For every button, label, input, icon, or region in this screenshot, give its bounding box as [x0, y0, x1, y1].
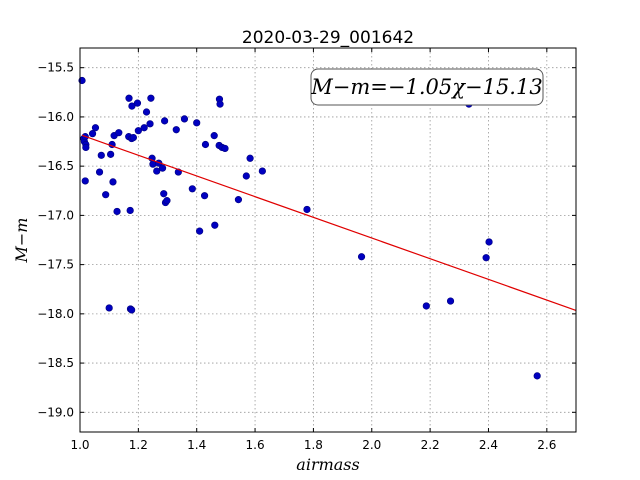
data-point	[102, 191, 110, 199]
x-axis-ticks: 1.0 1.2 1.4 1.6 1.8 2.0 2.2 2.4 2.6	[70, 48, 556, 452]
x-tick-label: 1.6	[246, 438, 265, 452]
data-point	[482, 254, 490, 262]
data-point	[163, 197, 171, 205]
data-point	[246, 154, 254, 162]
data-point	[193, 119, 201, 127]
data-point	[146, 120, 154, 128]
annotation-box	[310, 68, 544, 106]
y-tick-label: −18.5	[37, 356, 74, 370]
data-point	[134, 127, 142, 135]
data-point	[160, 190, 168, 198]
y-tick-label: −16.0	[37, 110, 74, 124]
x-axis-label: airmass	[296, 455, 359, 474]
data-point	[180, 115, 189, 123]
data-point	[172, 126, 180, 134]
data-point	[91, 124, 100, 132]
data-point	[147, 94, 155, 102]
data-point	[115, 129, 123, 137]
y-tick-label: −16.5	[37, 159, 74, 173]
data-point	[200, 192, 209, 200]
data-point	[357, 253, 366, 261]
data-point	[188, 185, 196, 193]
data-point	[128, 306, 136, 314]
data-point	[234, 196, 243, 204]
y-axis-label: M−m	[12, 218, 31, 264]
fit-line	[81, 134, 577, 311]
data-point	[81, 177, 89, 185]
x-tick-label: 1.2	[129, 438, 148, 452]
x-tick-label: 1.8	[304, 438, 323, 452]
fit-equation: M−m=−1.05χ−15.13	[310, 75, 542, 99]
fit-line-group	[81, 134, 577, 311]
data-point	[82, 143, 90, 152]
x-tick-label: 2.4	[479, 438, 498, 452]
data-point	[533, 372, 541, 380]
data-point	[158, 164, 167, 172]
x-tick-label: 2.6	[537, 438, 556, 452]
data-point	[129, 134, 137, 142]
x-tick-label: 1.0	[70, 438, 89, 452]
x-tick-label: 2.2	[421, 438, 440, 452]
y-tick-label: −18.0	[37, 307, 74, 321]
data-point	[125, 94, 133, 102]
data-point	[216, 100, 224, 108]
data-point	[109, 178, 117, 186]
data-point	[196, 227, 204, 235]
data-point	[88, 130, 97, 138]
data-point	[161, 117, 169, 125]
grid-lines	[79, 48, 576, 432]
data-point	[303, 205, 311, 214]
data-point	[221, 144, 229, 153]
data-point	[258, 167, 266, 175]
y-tick-label: −17.5	[37, 258, 74, 272]
data-point	[140, 124, 148, 132]
data-point	[211, 221, 219, 229]
y-tick-label: −15.5	[37, 61, 74, 75]
data-point	[126, 206, 134, 215]
data-point	[107, 150, 115, 158]
data-point	[128, 102, 136, 110]
data-point	[201, 140, 210, 149]
data-point	[153, 167, 161, 175]
data-point	[97, 151, 105, 159]
plot-frame	[79, 47, 577, 433]
y-axis-ticks: −15.5 −16.0 −16.5 −17.0 −17.5 −18.0 −18.5 −19.0	[37, 61, 576, 419]
data-point	[105, 304, 113, 312]
data-point	[422, 302, 430, 310]
data-point	[210, 132, 218, 140]
y-tick-label: −17.0	[37, 208, 74, 222]
data-point	[95, 168, 104, 176]
x-tick-label: 2.0	[362, 438, 381, 452]
data-point	[142, 108, 151, 116]
data-point	[446, 297, 455, 305]
data-point	[242, 172, 250, 180]
chart-title: 2020-03-29_001642	[242, 28, 414, 48]
x-tick-label: 1.4	[187, 438, 206, 452]
data-point	[485, 238, 493, 246]
data-point	[113, 207, 121, 216]
y-tick-label: −19.0	[37, 405, 74, 419]
data-point	[133, 99, 142, 107]
